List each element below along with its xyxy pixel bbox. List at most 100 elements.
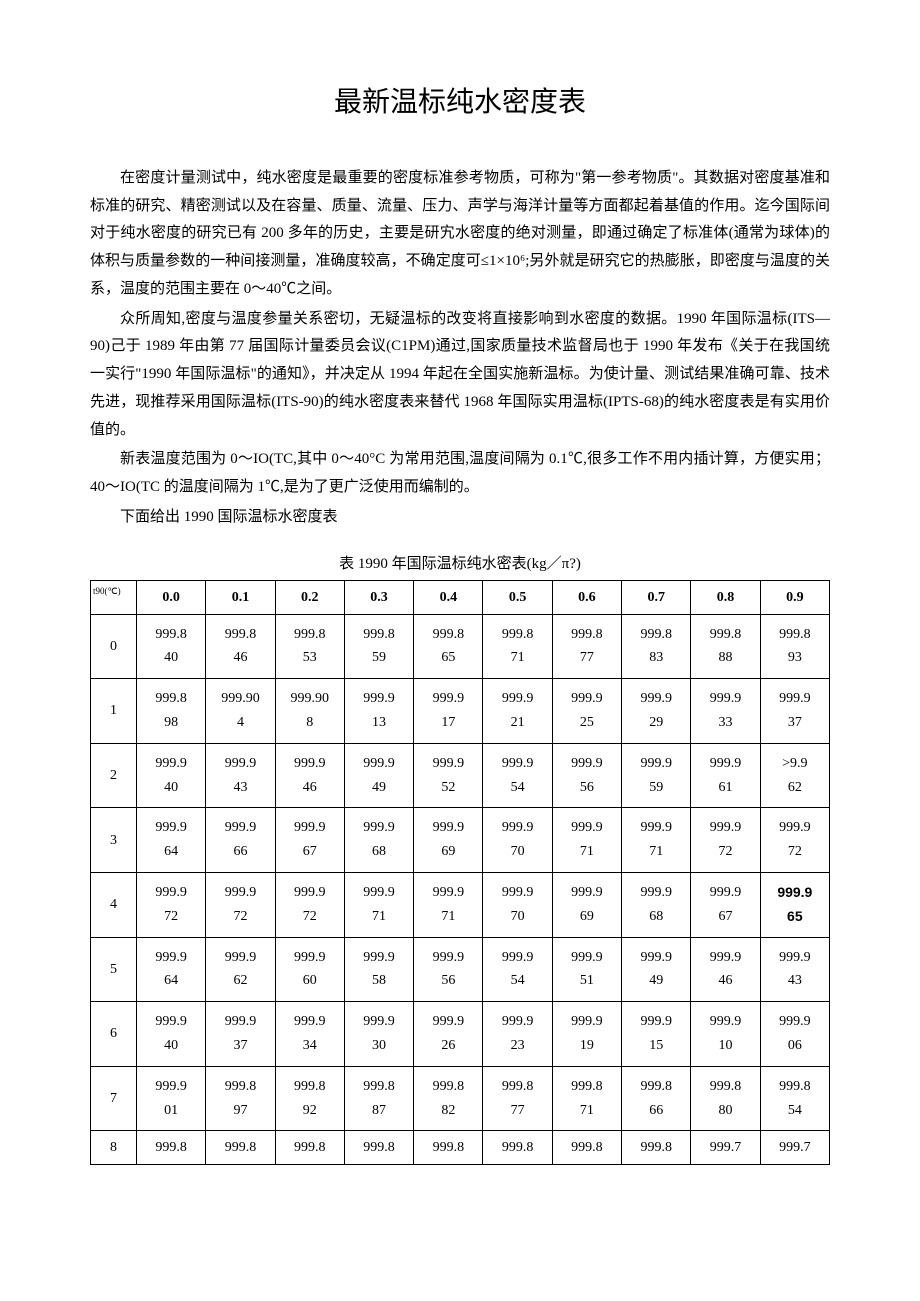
data-cell: 999.8 <box>206 1131 275 1165</box>
data-cell: 999.949 <box>344 743 413 808</box>
table-row: 5999.964999.962999.960999.958999.956999.… <box>91 937 830 1002</box>
data-cell: 999.846 <box>206 614 275 679</box>
data-cell: 999.943 <box>206 743 275 808</box>
data-cell: 999.943 <box>760 937 829 1002</box>
data-cell: 999.888 <box>691 614 760 679</box>
row-label: 3 <box>91 808 137 873</box>
row-label: 6 <box>91 1002 137 1067</box>
paragraph-1: 在密度计量测试中，纯水密度是最重要的密度标准参考物质，可称为"第一参考物质"。其… <box>90 165 830 304</box>
table-row: 8999.8999.8999.8999.8999.8999.8999.8999.… <box>91 1131 830 1165</box>
document-title: 最新温标纯水密度表 <box>90 80 830 125</box>
data-cell: 999.969 <box>552 872 621 937</box>
table-row: 7999.901999.897999.892999.887999.882999.… <box>91 1066 830 1131</box>
col-header: 0.2 <box>275 580 344 614</box>
data-cell: 999.972 <box>760 808 829 873</box>
data-cell: 999.915 <box>622 1002 691 1067</box>
data-cell: 999.8 <box>344 1131 413 1165</box>
data-cell: >9.962 <box>760 743 829 808</box>
data-cell: 999.8 <box>137 1131 206 1165</box>
data-cell: 999.919 <box>552 1002 621 1067</box>
row-label: 5 <box>91 937 137 1002</box>
data-cell: 999.952 <box>414 743 483 808</box>
data-cell: 999.960 <box>275 937 344 1002</box>
data-cell: 999.887 <box>344 1066 413 1131</box>
row-label: 0 <box>91 614 137 679</box>
data-cell: 999.933 <box>691 679 760 744</box>
data-cell: 999.971 <box>622 808 691 873</box>
table-body: 0999.840999.846999.853999.859999.865999.… <box>91 614 830 1165</box>
data-cell: 999.972 <box>275 872 344 937</box>
data-cell: 999.949 <box>622 937 691 1002</box>
col-header: 0.5 <box>483 580 552 614</box>
data-cell: 999.880 <box>691 1066 760 1131</box>
data-cell: 999.956 <box>552 743 621 808</box>
data-cell: 999.8 <box>552 1131 621 1165</box>
header-corner: t90(℃) <box>91 580 137 614</box>
col-header: 0.7 <box>622 580 691 614</box>
data-cell: 999.893 <box>760 614 829 679</box>
data-cell: 999.968 <box>622 872 691 937</box>
table-header-row: t90(℃) 0.0 0.1 0.2 0.3 0.4 0.5 0.6 0.7 0… <box>91 580 830 614</box>
data-cell: 999.951 <box>552 937 621 1002</box>
data-cell: 999.883 <box>622 614 691 679</box>
data-cell: 999.969 <box>414 808 483 873</box>
data-cell: 999.970 <box>483 808 552 873</box>
data-cell: 999.865 <box>414 614 483 679</box>
data-cell: 999.871 <box>483 614 552 679</box>
data-cell: 999.898 <box>137 679 206 744</box>
row-label: 7 <box>91 1066 137 1131</box>
data-cell: 999.866 <box>622 1066 691 1131</box>
data-cell: 999.930 <box>344 1002 413 1067</box>
row-label: 8 <box>91 1131 137 1165</box>
data-cell: 999.877 <box>483 1066 552 1131</box>
table-row: 3999.964999.966999.967999.968999.969999.… <box>91 808 830 873</box>
data-cell: 999.934 <box>275 1002 344 1067</box>
data-cell: 999.956 <box>414 937 483 1002</box>
table-row: 1999.898999.904999.908999.913999.917999.… <box>91 679 830 744</box>
data-cell: 999.940 <box>137 1002 206 1067</box>
paragraph-4: 下面给出 1990 国际温标水密度表 <box>90 504 830 532</box>
data-cell: 999.929 <box>622 679 691 744</box>
paragraph-2: 众所周知,密度与温度参量关系密切，无疑温标的改变将直接影响到水密度的数据。199… <box>90 306 830 445</box>
data-cell: 999.908 <box>275 679 344 744</box>
data-cell: 999.972 <box>206 872 275 937</box>
data-cell: 999.961 <box>691 743 760 808</box>
data-cell: 999.968 <box>344 808 413 873</box>
data-cell: 999.946 <box>275 743 344 808</box>
data-cell: 999.840 <box>137 614 206 679</box>
data-cell: 999.962 <box>206 937 275 1002</box>
table-row: 6999.940999.937999.934999.930999.926999.… <box>91 1002 830 1067</box>
data-cell: 999.877 <box>552 614 621 679</box>
data-cell: 999.965 <box>760 872 829 937</box>
data-cell: 999.892 <box>275 1066 344 1131</box>
data-cell: 999.910 <box>691 1002 760 1067</box>
data-cell: 999.946 <box>691 937 760 1002</box>
data-cell: 999.967 <box>275 808 344 873</box>
data-cell: 999.906 <box>760 1002 829 1067</box>
data-cell: 999.7 <box>691 1131 760 1165</box>
data-cell: 999.901 <box>137 1066 206 1131</box>
table-row: 0999.840999.846999.853999.859999.865999.… <box>91 614 830 679</box>
data-cell: 999.970 <box>483 872 552 937</box>
col-header: 0.6 <box>552 580 621 614</box>
col-header: 0.1 <box>206 580 275 614</box>
paragraph-3: 新表温度范围为 0～IO(TC,其中 0～40°C 为常用范围,温度间隔为 0.… <box>90 446 830 502</box>
data-cell: 999.854 <box>760 1066 829 1131</box>
data-cell: 999.8 <box>275 1131 344 1165</box>
col-header: 0.9 <box>760 580 829 614</box>
data-cell: 999.959 <box>622 743 691 808</box>
col-header: 0.3 <box>344 580 413 614</box>
col-header: 0.8 <box>691 580 760 614</box>
data-cell: 999.966 <box>206 808 275 873</box>
row-label: 2 <box>91 743 137 808</box>
data-cell: 999.871 <box>552 1066 621 1131</box>
data-cell: 999.859 <box>344 614 413 679</box>
data-cell: 999.954 <box>483 743 552 808</box>
data-cell: 999.937 <box>760 679 829 744</box>
data-cell: 999.971 <box>344 872 413 937</box>
data-cell: 999.8 <box>483 1131 552 1165</box>
data-cell: 999.8 <box>414 1131 483 1165</box>
data-cell: 999.853 <box>275 614 344 679</box>
data-cell: 999.954 <box>483 937 552 1002</box>
col-header: 0.0 <box>137 580 206 614</box>
